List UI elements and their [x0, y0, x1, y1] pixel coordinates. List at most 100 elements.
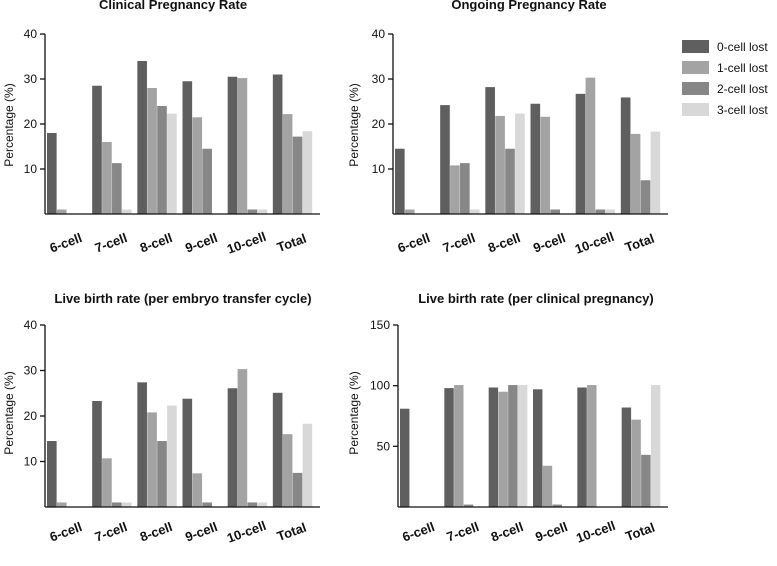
x-tick-label: Total — [623, 520, 656, 544]
bar-6-cell-0-cell-lost — [47, 441, 57, 507]
legend: 0-cell lost 1-cell lost 2-cell lost 3-cell … — [682, 40, 768, 117]
chart-title: Live birth rate (per clinical pregnancy) — [418, 291, 654, 306]
bar-9-cell-1-cell-lost — [542, 465, 553, 507]
bar-9-cell-1-cell-lost — [192, 473, 203, 507]
legend-label: 2-cell lost — [717, 82, 768, 96]
y-tick-label: 30 — [372, 72, 386, 86]
x-tick-label: 6-cell — [48, 519, 84, 544]
bar-8-cell-3-cell-lost — [167, 405, 177, 507]
bar-8-cell-3-cell-lost — [167, 113, 177, 214]
x-tick-label: 10-cell — [225, 229, 268, 257]
bar-Total-3-cell-lost — [302, 423, 313, 507]
bar-8-cell-0-cell-lost — [485, 87, 495, 214]
legend-label: 1-cell lost — [717, 61, 768, 75]
x-tick-label: 6-cell — [400, 519, 436, 544]
y-axis-label: Percentage (%) — [2, 371, 16, 454]
bar-8-cell-1-cell-lost — [495, 115, 505, 214]
x-tick-label: 6-cell — [396, 230, 432, 255]
x-tick-label: 8-cell — [138, 519, 174, 544]
bar-Total-0-cell-lost — [272, 392, 283, 507]
x-tick-label: 9-cell — [183, 519, 219, 544]
x-tick-label: 9-cell — [183, 230, 219, 255]
bar-8-cell-1-cell-lost — [147, 88, 157, 214]
bar-7-cell-3-cell-lost — [121, 502, 132, 507]
y-tick-label: 40 — [24, 318, 38, 332]
y-tick-label: 10 — [24, 162, 38, 176]
bar-7-cell-0-cell-lost — [92, 85, 102, 214]
bar-Total-2-cell-lost — [292, 136, 303, 214]
bar-6-cell-0-cell-lost — [400, 408, 410, 507]
bar-6-cell-0-cell-lost — [395, 148, 405, 214]
bar-7-cell-2-cell-lost — [460, 163, 470, 214]
bar-9-cell-2-cell-lost — [202, 502, 212, 507]
bar-9-cell-1-cell-lost — [192, 117, 203, 214]
bar-10-cell-1-cell-lost — [237, 369, 248, 507]
bar-10-cell-2-cell-lost — [595, 209, 606, 214]
bar-Total-3-cell-lost — [650, 131, 661, 214]
bar-10-cell-1-cell-lost — [585, 77, 596, 215]
chart-panel-4: Live birth rate (per clinical pregnancy)… — [347, 291, 668, 546]
x-tick-label: 9-cell — [533, 519, 569, 544]
x-tick-label: 8-cell — [489, 519, 525, 544]
bar-7-cell-1-cell-lost — [102, 142, 112, 214]
bar-7-cell-1-cell-lost — [454, 385, 464, 507]
bar-9-cell-0-cell-lost — [530, 103, 541, 214]
x-tick-label: 10-cell — [573, 229, 616, 257]
y-tick-label: 20 — [372, 117, 386, 131]
bar-10-cell-3-cell-lost — [605, 209, 616, 214]
y-tick-label: 30 — [24, 364, 38, 378]
bar-9-cell-0-cell-lost — [533, 389, 543, 507]
bar-Total-1-cell-lost — [630, 133, 641, 214]
bar-8-cell-0-cell-lost — [137, 61, 147, 214]
bar-8-cell-0-cell-lost — [488, 387, 499, 507]
bar-6-cell-1-cell-lost — [56, 209, 67, 214]
y-axis-label: Percentage (%) — [2, 83, 16, 166]
x-tick-label: 7-cell — [93, 230, 129, 255]
x-tick-label: Total — [623, 231, 656, 255]
bar-9-cell-0-cell-lost — [182, 81, 193, 214]
bar-7-cell-2-cell-lost — [112, 502, 122, 507]
bar-7-cell-0-cell-lost — [444, 388, 454, 507]
bar-Total-1-cell-lost — [282, 114, 293, 214]
bar-6-cell-1-cell-lost — [404, 209, 415, 214]
legend-label: 0-cell lost — [717, 40, 768, 54]
y-tick-label: 40 — [372, 27, 386, 41]
bar-8-cell-2-cell-lost — [157, 106, 167, 214]
x-tick-label: 7-cell — [445, 519, 481, 544]
bar-8-cell-0-cell-lost — [137, 382, 147, 507]
x-tick-label: 10-cell — [225, 518, 268, 546]
bar-7-cell-2-cell-lost — [463, 504, 474, 507]
chart-title: Ongoing Pregnancy Rate — [451, 0, 606, 12]
bar-Total-0-cell-lost — [272, 74, 283, 214]
bar-10-cell-2-cell-lost — [247, 209, 258, 214]
chart-panel-3: Live birth rate (per embryo transfer cyc… — [2, 291, 320, 546]
bar-8-cell-2-cell-lost — [508, 385, 518, 507]
bar-10-cell-2-cell-lost — [247, 502, 258, 507]
y-tick-label: 150 — [370, 318, 390, 332]
chart-panel-1: Clinical Pregnancy Rate Percentage (%) 6-c… — [2, 0, 320, 257]
legend-swatch — [682, 103, 709, 116]
bar-8-cell-2-cell-lost — [157, 441, 167, 507]
x-tick-label: 9-cell — [531, 230, 567, 255]
y-tick-label: 50 — [377, 439, 391, 453]
x-tick-label: Total — [275, 520, 308, 544]
chart-title: Clinical Pregnancy Rate — [99, 0, 247, 12]
bar-7-cell-1-cell-lost — [102, 458, 112, 507]
chart-title: Live birth rate (per embryo transfer cyc… — [54, 291, 311, 306]
bar-8-cell-3-cell-lost — [517, 385, 528, 507]
bar-10-cell-1-cell-lost — [237, 78, 248, 214]
bar-7-cell-0-cell-lost — [440, 105, 450, 214]
bar-Total-0-cell-lost — [620, 97, 631, 214]
bar-Total-3-cell-lost — [302, 131, 313, 214]
bar-8-cell-1-cell-lost — [147, 412, 157, 507]
bar-8-cell-3-cell-lost — [515, 113, 525, 214]
bar-Total-1-cell-lost — [282, 434, 293, 507]
x-tick-label: 8-cell — [486, 230, 522, 255]
y-tick-label: 20 — [24, 409, 38, 423]
y-tick-label: 30 — [24, 72, 38, 86]
bar-9-cell-2-cell-lost — [552, 504, 562, 507]
y-tick-label: 40 — [24, 27, 38, 41]
legend-label: 3-cell lost — [717, 103, 768, 117]
bar-9-cell-2-cell-lost — [202, 148, 212, 214]
